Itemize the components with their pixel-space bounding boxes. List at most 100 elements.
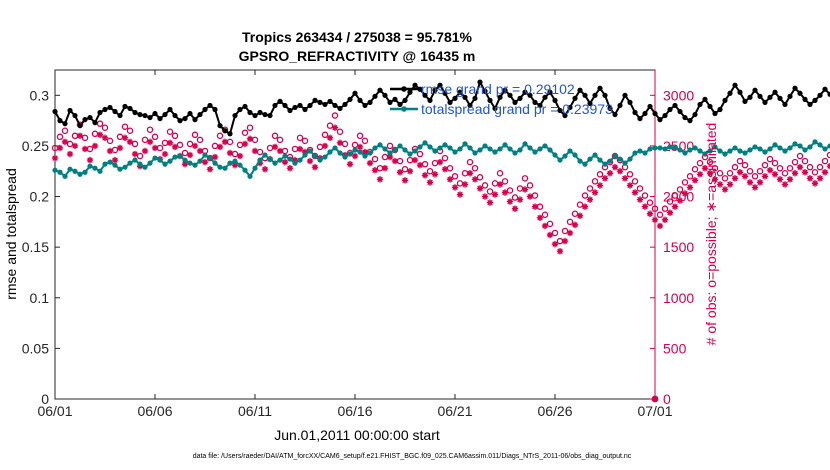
obs-possible-point [171, 132, 179, 140]
obs-possible-point [241, 129, 249, 137]
rmse-point [727, 90, 733, 96]
obs-possible-point [116, 133, 124, 141]
obs-possible-point [331, 112, 339, 119]
totalspread-point [52, 167, 58, 173]
rmse-point [612, 111, 618, 118]
totalspread-point [452, 149, 458, 155]
obs-assimilated-point [716, 181, 724, 188]
rmse-point [132, 109, 138, 116]
rmse-point [597, 85, 603, 91]
rmse-point [192, 117, 198, 123]
rmse-point [287, 107, 293, 114]
rmse-point [332, 102, 338, 109]
totalspread-point [277, 157, 283, 163]
obs-possible-point [151, 133, 159, 141]
totalspread-point [437, 145, 443, 151]
totalspread-point [187, 160, 193, 166]
totalspread-point [482, 143, 488, 149]
obs-assimilated-point [361, 148, 369, 156]
totalspread-point [162, 161, 168, 167]
totalspread-point [397, 143, 403, 149]
obs-assimilated-point [796, 163, 804, 171]
x-tick-label: 06/26 [537, 403, 572, 419]
totalspread-point [587, 156, 593, 162]
rmse-point [367, 99, 373, 105]
obs-assimilated-point [146, 138, 154, 146]
totalspread-point [592, 152, 598, 158]
rmse-point [467, 102, 473, 109]
totalspread-point [392, 147, 398, 153]
obs-possible-point [776, 164, 784, 172]
rmse-point [732, 82, 738, 88]
obs-possible-point [416, 150, 424, 158]
totalspread-point [247, 173, 253, 179]
rmse-point [127, 105, 133, 112]
obs-possible-point [421, 160, 429, 168]
obs-assimilated-point [741, 173, 749, 180]
obs-possible-point [496, 170, 504, 177]
obs-assimilated-point [636, 196, 644, 203]
rmse-point [677, 108, 683, 115]
obs-possible-point [626, 171, 634, 178]
totalspread-point [637, 148, 643, 154]
rmse-point [327, 98, 333, 104]
obs-assimilated-point [161, 150, 169, 158]
rmse-point [62, 121, 68, 127]
x-tick-label: 06/21 [437, 403, 472, 419]
totalspread-point [747, 147, 753, 153]
rmse-point [157, 115, 163, 122]
obs-possible-point [691, 165, 699, 173]
rmse-point [492, 105, 498, 112]
totalspread-point [232, 158, 238, 164]
totalspread-point [617, 156, 623, 162]
totalspread-point [657, 145, 663, 151]
obs-assimilated-point [406, 168, 414, 175]
obs-assimilated-point [166, 139, 174, 147]
obs-assimilated-point [546, 231, 554, 239]
totalspread-point [117, 166, 123, 172]
obs-assimilated-point [756, 179, 764, 186]
rmse-point [92, 120, 98, 126]
totalspread-point [167, 158, 173, 164]
rmse-point [432, 87, 438, 93]
rmse-point [782, 101, 788, 108]
totalspread-point [407, 151, 413, 157]
obs-assimilated-point [336, 139, 344, 147]
obs-assimilated-point [596, 182, 604, 189]
obs-assimilated-point [231, 161, 239, 169]
obs-assimilated-point [686, 184, 694, 191]
totalspread-point [412, 148, 418, 154]
rmse-point [267, 112, 273, 119]
obs-possible-point [781, 170, 789, 177]
obs-assimilated-point [801, 169, 809, 176]
rmse-point [107, 104, 113, 111]
rmse-point [217, 123, 223, 129]
obs-assimilated-point [396, 169, 404, 176]
obs-possible-point [806, 163, 814, 171]
obs-assimilated-point [511, 205, 519, 212]
obs-possible-point [596, 171, 604, 178]
totalspread-point [212, 160, 218, 166]
obs-assimilated-point [656, 222, 664, 230]
rmse-point [57, 118, 63, 124]
totalspread-point [567, 148, 573, 154]
totalspread-point [777, 145, 783, 151]
rmse-point [167, 106, 173, 113]
obs-possible-point [706, 158, 714, 166]
rmse-point [172, 112, 178, 119]
obs-possible-point [696, 159, 704, 167]
totalspread-point [102, 161, 108, 167]
totalspread-point [737, 148, 743, 154]
rmse-point [812, 97, 818, 103]
rmse-point [752, 87, 758, 93]
obs-possible-point [731, 163, 739, 171]
totalspread-point [547, 147, 553, 153]
rmse-point [572, 95, 578, 101]
totalspread-point [227, 160, 233, 166]
totalspread-point [717, 148, 723, 154]
obs-assimilated-point [646, 210, 654, 217]
obs-assimilated-point [671, 203, 679, 210]
obs-assimilated-point [616, 168, 624, 175]
obs-possible-point [641, 192, 649, 199]
obs-assimilated-point [351, 152, 359, 160]
